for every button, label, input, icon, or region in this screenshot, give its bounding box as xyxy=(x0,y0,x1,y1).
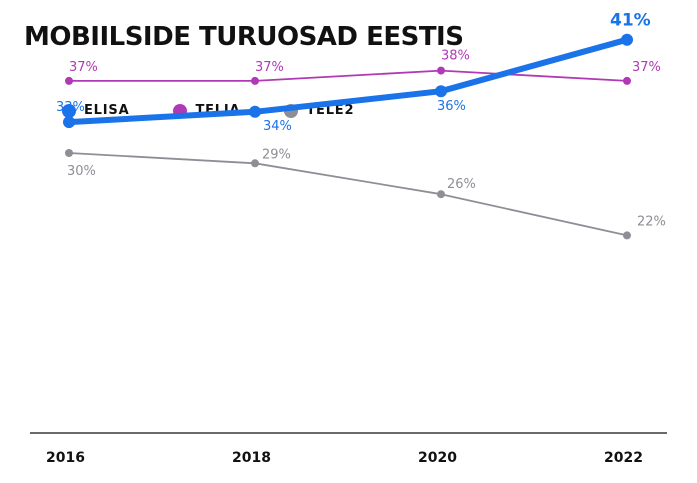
data-label-elisa-2016: 33% xyxy=(56,100,85,115)
legend-item-elisa: ELISA xyxy=(62,103,129,118)
series-line-telia xyxy=(68,69,628,82)
data-label-elisa-2022: 41% xyxy=(610,11,651,31)
chart-title: MOBIILSIDE TURUOSAD EESTIS xyxy=(24,22,464,52)
data-point-elisa-2020 xyxy=(435,85,447,98)
x-tick-label-2016: 2016 xyxy=(46,450,85,466)
data-point-telia-2020 xyxy=(437,66,445,75)
data-point-telia-2018 xyxy=(251,76,259,85)
x-tick-label-2020: 2020 xyxy=(418,450,457,466)
data-label-tele2-2022: 22% xyxy=(637,214,666,229)
legend-marker-elisa xyxy=(62,103,76,118)
data-point-tele2-2020 xyxy=(437,190,445,199)
x-tick-label-2022: 2022 xyxy=(604,450,643,466)
series-line-elisa xyxy=(66,36,630,126)
data-point-tele2-2022 xyxy=(623,231,631,240)
data-label-elisa-2018: 34% xyxy=(263,119,292,134)
data-point-elisa-2018 xyxy=(249,105,261,118)
data-label-tele2-2018: 29% xyxy=(262,147,291,162)
data-label-telia-2022: 37% xyxy=(632,60,661,75)
data-label-elisa-2020: 36% xyxy=(437,99,466,114)
x-tick-label-2018: 2018 xyxy=(232,450,271,466)
data-point-tele2-2016 xyxy=(65,149,73,157)
data-point-elisa-2016 xyxy=(63,116,75,129)
data-point-telia-2016 xyxy=(65,76,73,85)
data-label-tele2-2020: 26% xyxy=(447,177,476,192)
data-label-telia-2016: 37% xyxy=(69,60,98,75)
legend-label-elisa: ELISA xyxy=(84,103,130,118)
data-label-tele2-2016: 30% xyxy=(67,164,96,179)
data-point-tele2-2018 xyxy=(251,159,259,168)
data-point-telia-2022 xyxy=(623,76,631,85)
data-label-telia-2018: 37% xyxy=(255,60,284,75)
data-point-elisa-2022 xyxy=(621,33,633,46)
series-line-tele2 xyxy=(68,152,628,237)
data-label-telia-2020: 38% xyxy=(441,49,470,64)
